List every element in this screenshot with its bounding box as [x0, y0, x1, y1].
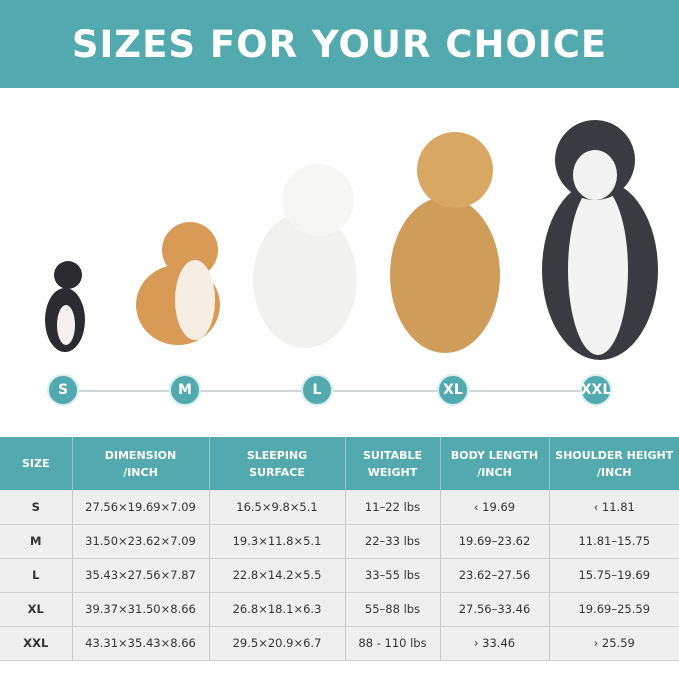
size-table: SIZE DIMENSION/INCH SLEEPING SURFACE SUITABL…: [0, 437, 679, 661]
table-cell: 29.5×20.9×6.7: [209, 626, 346, 661]
table-cell: XL: [0, 592, 73, 627]
table-cell: 19.69–23.62: [440, 524, 550, 559]
table-row: S 27.56×19.69×7.09 16.5×9.8×5.1 11–22 lbs ‹ …: [0, 490, 679, 525]
column-header: SUITABLE WEIGHT: [345, 437, 441, 490]
table-cell: 88 - 110 lbs: [345, 626, 441, 661]
dogs-illustration: [45, 120, 658, 360]
table-cell: S: [0, 490, 73, 525]
header-line: SHOULDER HEIGHT: [555, 448, 674, 462]
dog-samoyed-image: [253, 164, 357, 348]
table-cell: 55–88 lbs: [345, 592, 441, 627]
dog-golden-retriever-image: [390, 132, 500, 353]
table-cell: ‹ 19.69: [440, 490, 550, 525]
column-header: BODY LENGTH/INCH: [440, 437, 550, 490]
table-cell: 22–33 lbs: [345, 524, 441, 559]
table-cell: 19.3×11.8×5.1: [209, 524, 346, 559]
table-cell: 11.81–15.75: [549, 524, 679, 559]
table-row: XL 39.37×31.50×8.66 26.8×18.1×6.3 55–88 lbs…: [0, 592, 679, 627]
table-cell: 26.8×18.1×6.3: [209, 592, 346, 627]
table-cell: › 25.59: [549, 626, 679, 661]
table-cell: 33–55 lbs: [345, 558, 441, 593]
table-cell: 39.37×31.50×8.66: [72, 592, 210, 627]
column-header: SIZE: [0, 437, 73, 490]
table-cell: 35.43×27.56×7.87: [72, 558, 210, 593]
header-line: BODY LENGTH: [450, 448, 539, 462]
column-header: SHOULDER HEIGHT/INCH: [549, 437, 679, 490]
table-row: L 35.43×27.56×7.87 22.8×14.2×5.5 33–55 lbs 2…: [0, 558, 679, 593]
size-marker-xl: XL: [437, 374, 469, 406]
size-marker-xxl: XXL: [580, 374, 612, 406]
header-line: DIMENSION: [104, 448, 177, 462]
column-header: SLEEPING SURFACE: [209, 437, 346, 490]
header-line: /INCH: [123, 465, 158, 479]
table-cell: 15.75–19.69: [549, 558, 679, 593]
table-cell: 22.8×14.2×5.5: [209, 558, 346, 593]
table-cell: M: [0, 524, 73, 559]
header-line: /INCH: [477, 465, 512, 479]
header-line: SURFACE: [249, 465, 305, 479]
table-cell: L: [0, 558, 73, 593]
size-marker-l: L: [301, 374, 333, 406]
table-cell: 31.50×23.62×7.09: [72, 524, 210, 559]
header-line: SUITABLE: [362, 448, 423, 462]
table-cell: 27.56–33.46: [440, 592, 550, 627]
header-line: SIZE: [21, 457, 50, 470]
table-cell: 16.5×9.8×5.1: [209, 490, 346, 525]
dog-corgi-image: [136, 222, 220, 345]
dog-chihuahua-image: [45, 261, 85, 352]
header-line: /INCH: [596, 465, 632, 479]
column-header: DIMENSION/INCH: [72, 437, 210, 490]
table-row: M 31.50×23.62×7.09 19.3×11.8×5.1 22–33 lbs 1…: [0, 524, 679, 559]
table-cell: 43.31×35.43×8.66: [72, 626, 210, 661]
table-row: XXL 43.31×35.43×8.66 29.5×20.9×6.7 88 - 110…: [0, 626, 679, 661]
table-cell: ‹ 11.81: [549, 490, 679, 525]
size-marker-m: M: [169, 374, 201, 406]
table-cell: 19.69–25.59: [549, 592, 679, 627]
page-title: SIZES FOR YOUR CHOICE: [71, 22, 608, 66]
table-cell: 27.56×19.69×7.09: [72, 490, 210, 525]
size-marker-s: S: [47, 374, 79, 406]
title-banner: SIZES FOR YOUR CHOICE: [0, 0, 679, 88]
table-cell: › 33.46: [440, 626, 550, 661]
dog-husky-image: [542, 120, 658, 360]
header-line: WEIGHT: [367, 465, 418, 479]
table-cell: XXL: [0, 626, 73, 661]
table-cell: 23.62–27.56: [440, 558, 550, 593]
header-line: SLEEPING: [246, 448, 308, 462]
table-cell: 11–22 lbs: [345, 490, 441, 525]
